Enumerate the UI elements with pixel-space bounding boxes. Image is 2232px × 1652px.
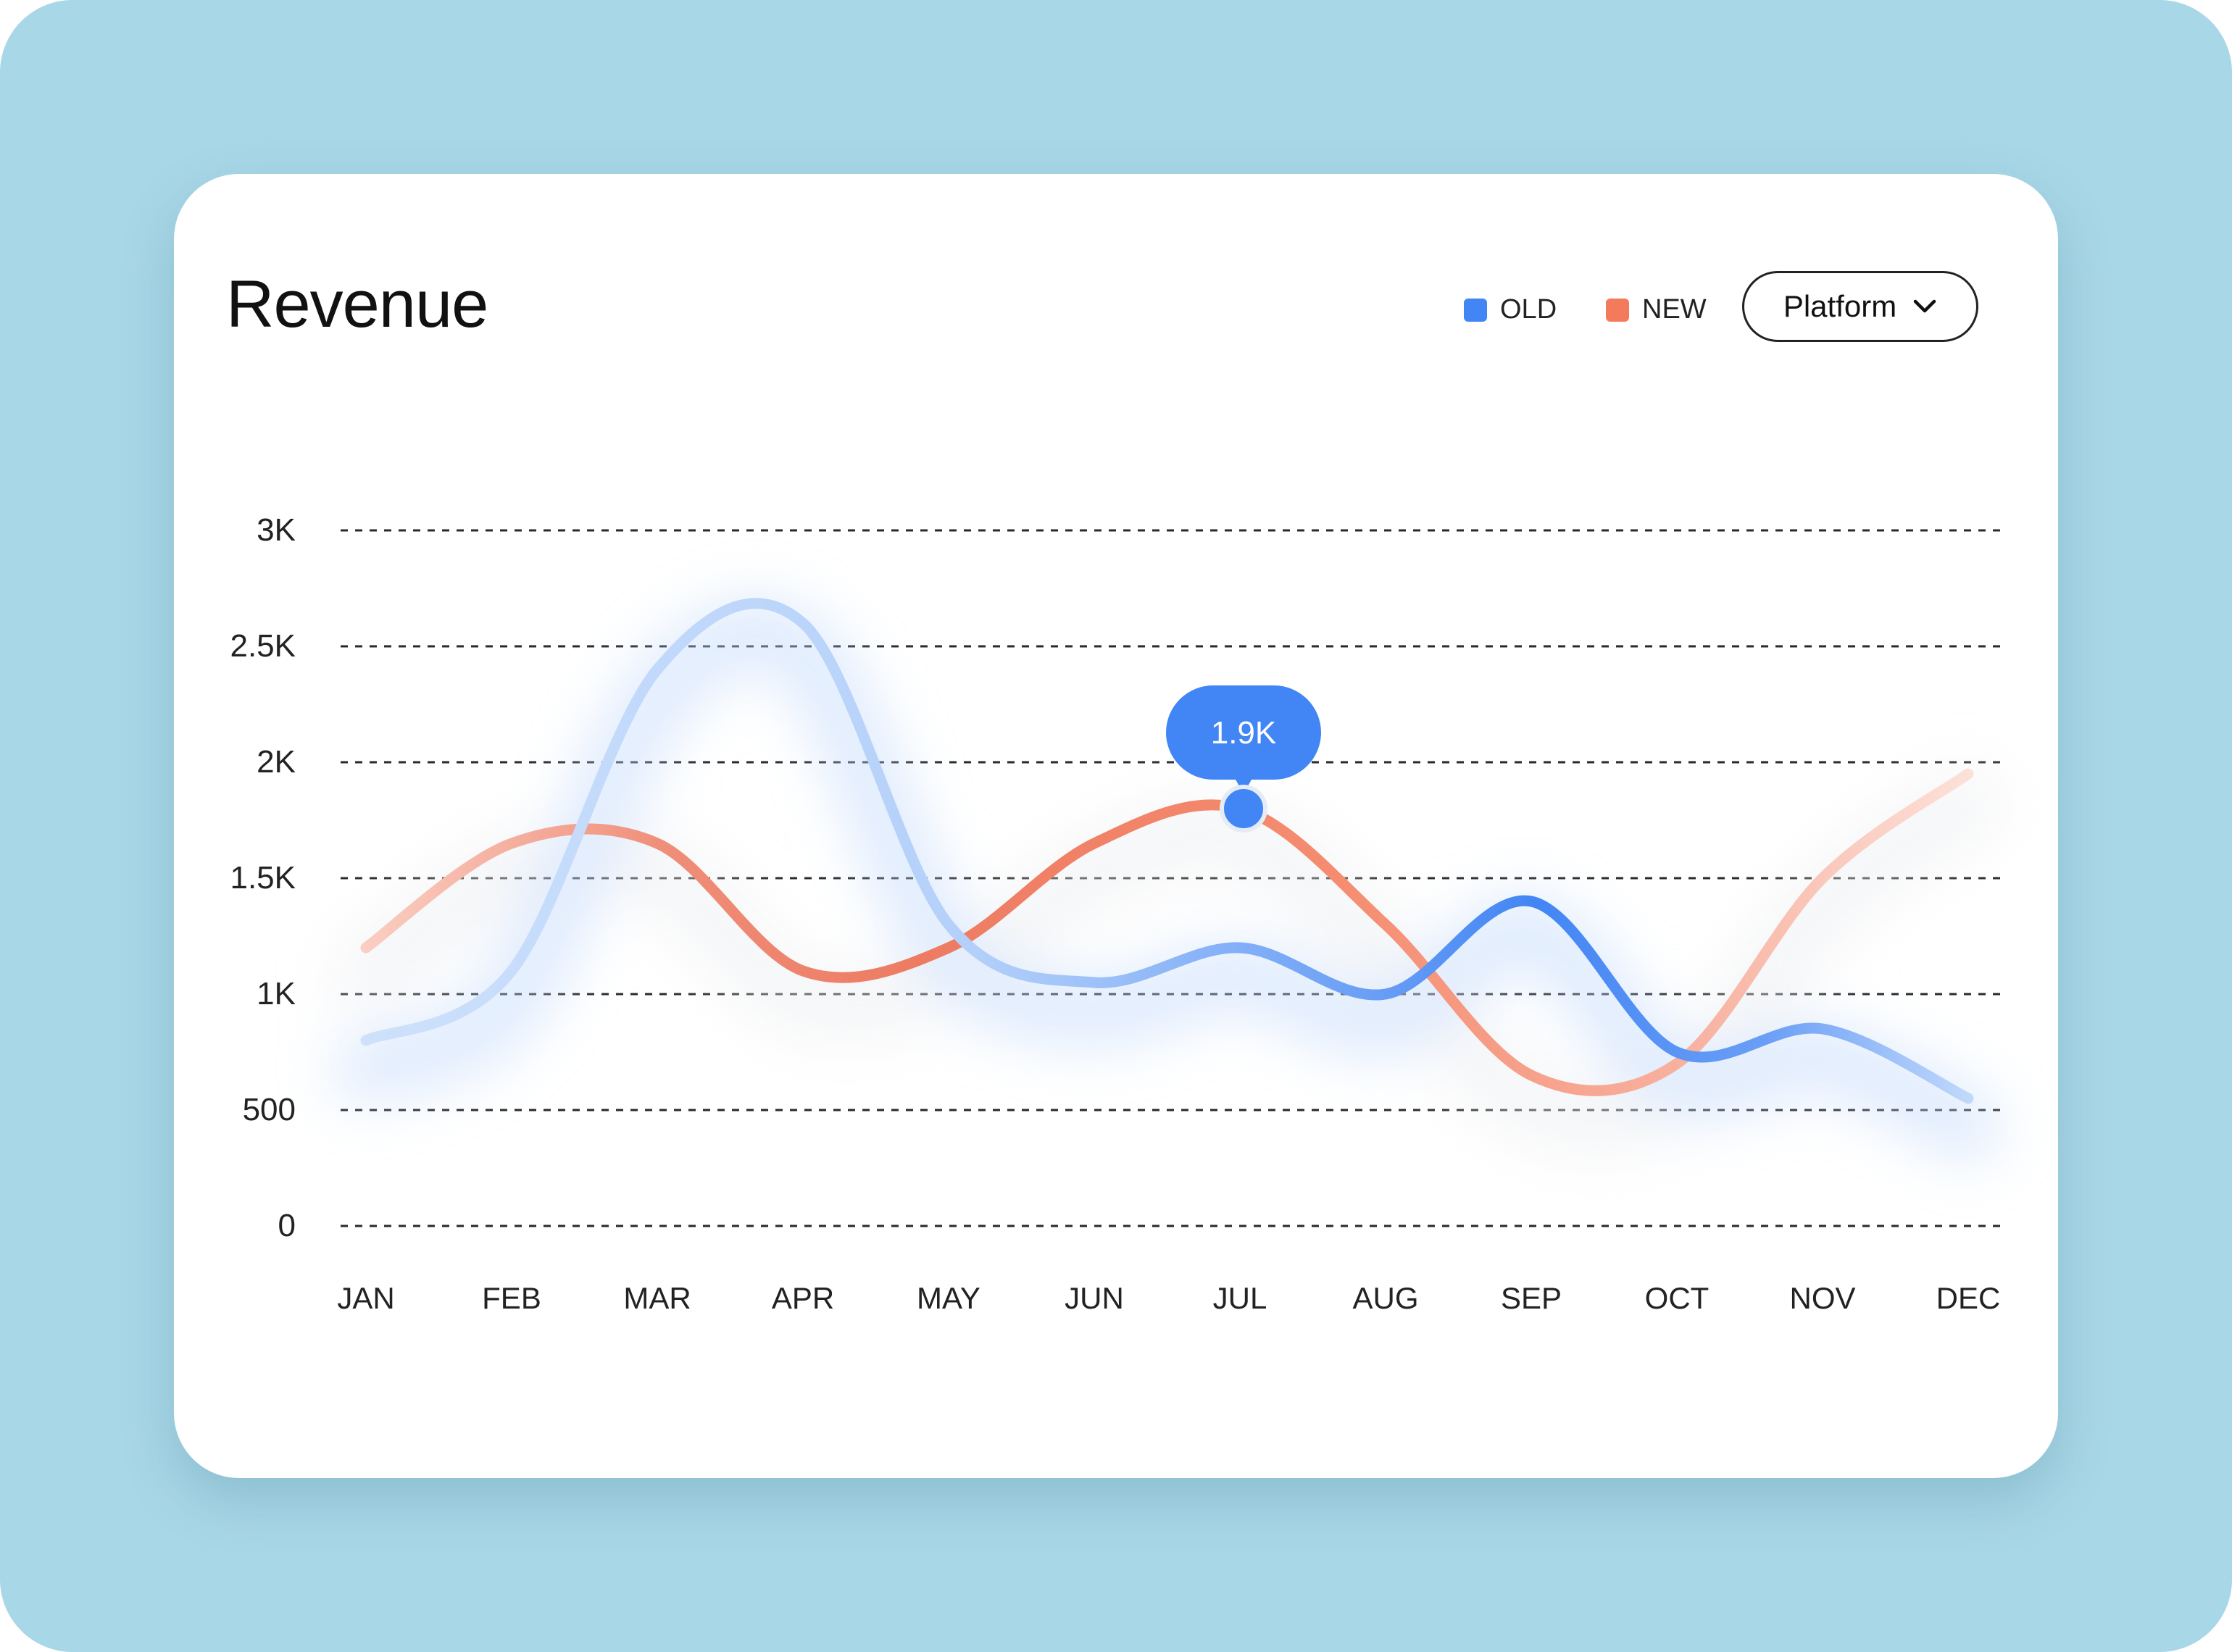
legend-swatch-old xyxy=(1464,298,1487,322)
x-tick-label: JUL xyxy=(1213,1281,1267,1315)
platform-dropdown-label: Platform xyxy=(1783,289,1897,323)
revenue-card xyxy=(174,174,2058,1478)
x-tick-label: SEP xyxy=(1501,1281,1562,1315)
x-tick-label: NOV xyxy=(1789,1281,1855,1315)
x-tick-label: OCT xyxy=(1645,1281,1710,1315)
y-tick-label: 2K xyxy=(257,744,296,780)
tooltip-label: 1.9K xyxy=(1211,715,1277,751)
legend-label-old: OLD xyxy=(1500,294,1557,325)
x-tick-label: JAN xyxy=(337,1281,394,1315)
x-tick-label: AUG xyxy=(1352,1281,1418,1315)
x-tick-label: MAY xyxy=(917,1281,980,1315)
legend-item-new[interactable]: NEW xyxy=(1606,294,1707,325)
series-line-new xyxy=(360,768,1974,1096)
x-tick-label: FEB xyxy=(482,1281,541,1315)
series-glow-old xyxy=(333,599,2001,1160)
y-tick-label: 1.5K xyxy=(230,860,296,896)
x-tick-label: MAR xyxy=(623,1281,691,1315)
x-tick-label: APR xyxy=(772,1281,834,1315)
y-tick-label: 500 xyxy=(243,1092,296,1127)
chevron-down-icon xyxy=(1913,299,1936,313)
y-tick-label: 3K xyxy=(257,512,296,548)
legend-label-new: NEW xyxy=(1642,294,1707,325)
legend-item-old[interactable]: OLD xyxy=(1464,294,1557,325)
x-tick-label: DEC xyxy=(1936,1281,2001,1315)
y-tick-label: 1K xyxy=(257,976,296,1011)
y-tick-label: 2.5K xyxy=(230,628,296,664)
series-line-old xyxy=(360,598,1974,1104)
data-point-marker[interactable] xyxy=(1220,785,1267,833)
x-tick-label: JUN xyxy=(1065,1281,1124,1315)
platform-dropdown[interactable]: Platform xyxy=(1742,271,1978,342)
chart-title: Revenue xyxy=(226,267,488,341)
legend-swatch-new xyxy=(1606,298,1629,322)
y-tick-label: 0 xyxy=(278,1208,296,1243)
tooltip-bubble xyxy=(1166,685,1321,780)
